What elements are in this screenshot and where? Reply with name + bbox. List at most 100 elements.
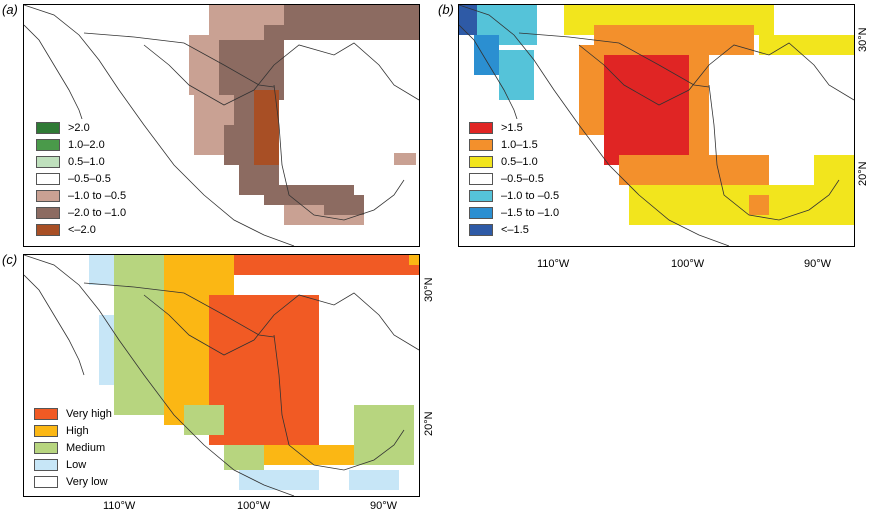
baja-peninsula (24, 274, 85, 376)
gulf-coastline (578, 42, 854, 106)
legend-swatch (34, 458, 58, 471)
legend-label: –0.5–0.5 (68, 172, 111, 185)
legend-label: Low (66, 458, 87, 471)
gulf-of-mexico-coast (273, 84, 405, 221)
grid-cell (224, 445, 264, 470)
legend-label: 0.5–1.0 (68, 155, 105, 168)
legend-label: <–1.5 (501, 223, 529, 236)
grid-cell (349, 470, 399, 490)
grid-cell (474, 35, 499, 75)
coastline-a (24, 5, 419, 246)
legend-swatch (469, 155, 493, 168)
gulf-coastline (143, 292, 419, 356)
grid-cell (264, 25, 419, 40)
legend-swatch (469, 206, 493, 219)
legend-label: –1.5 to –1.0 (501, 206, 560, 219)
grid-cell (759, 35, 854, 55)
grid-cell (629, 185, 849, 225)
map-c-svg (24, 255, 419, 496)
grid-cell (264, 445, 354, 465)
grid-cell (354, 405, 414, 465)
grid-cell (184, 405, 224, 435)
grid-cell (284, 5, 419, 25)
legend-item: >2.0 (36, 119, 126, 136)
gulf-of-mexico-coast (273, 334, 405, 471)
legend-swatch (34, 407, 58, 420)
legend-label: 1.0–1.5 (501, 138, 538, 151)
gulf-coastline (143, 42, 419, 106)
us-mexico-border (83, 32, 275, 88)
grid-cell (394, 153, 416, 165)
legend-swatch (34, 475, 58, 488)
legend-item: –1.5 to –1.0 (469, 204, 559, 221)
legend-item: 1.0–2.0 (36, 136, 126, 153)
legend-label: 1.0–2.0 (68, 138, 105, 151)
legend-label: –1.0 to –0.5 (501, 189, 560, 202)
legend-item: High (34, 422, 112, 439)
legend-b: >1.5 1.0–1.5 0.5–1.0 –0.5–0.5 –1.0 to –0.5 –1… (469, 119, 560, 238)
legend-item: 1.0–1.5 (469, 136, 559, 153)
legend-swatch (469, 189, 493, 202)
legend-item: 0.5–1.0 (469, 153, 559, 170)
lat-label-b-20n: 20°N (857, 161, 869, 186)
grid-cell (814, 155, 854, 225)
legend-swatch (36, 172, 60, 185)
legend-swatch (469, 121, 493, 134)
map-b-svg (459, 5, 854, 246)
mexico-pacific-coast (459, 5, 730, 246)
legend-label: >2.0 (68, 121, 90, 134)
legend-swatch (34, 441, 58, 454)
grid-cell (99, 315, 114, 385)
map-panel-c: Very high High Medium Low Very low (23, 254, 420, 497)
lon-label-c-110w: 110°W (103, 500, 136, 512)
grid-cell (499, 50, 534, 100)
grid-cell (604, 55, 689, 165)
grid-cell (114, 255, 164, 415)
legend-label: Medium (66, 441, 106, 454)
legend-label: >1.5 (501, 121, 523, 134)
legend-item: –1.0 to –0.5 (469, 187, 559, 204)
legend-label: –2.0 to –1.0 (68, 206, 127, 219)
legend-swatch (36, 206, 60, 219)
grid-cell (324, 195, 364, 215)
legend-item: Very high (34, 405, 112, 422)
lon-label-b-90w: 90°W (804, 258, 832, 270)
legend-item: –0.5–0.5 (469, 170, 559, 187)
lat-label-c-30n: 30°N (423, 277, 435, 302)
legend-a: >2.0 1.0–2.0 0.5–1.0 –0.5–0.5 –1.0 to –0.5 –2… (36, 119, 127, 238)
mexico-pacific-coast (24, 255, 295, 496)
grid-cell (619, 155, 769, 185)
us-mexico-border (518, 32, 710, 88)
grid-cell (459, 5, 477, 35)
legend-item: –0.5–0.5 (36, 170, 126, 187)
legend-swatch (469, 223, 493, 236)
legend-item: >1.5 (469, 119, 559, 136)
anomaly-grid-b (459, 5, 854, 225)
legend-label: –1.0 to –0.5 (68, 189, 127, 202)
lon-label-c-90w: 90°W (370, 500, 398, 512)
legend-item: Very low (34, 473, 112, 490)
legend-item: Medium (34, 439, 112, 456)
legend-item: Low (34, 456, 112, 473)
gulf-of-mexico-coast (708, 84, 840, 221)
legend-label: Very low (66, 475, 108, 488)
legend-label: –0.5–0.5 (501, 172, 544, 185)
grid-cell (224, 125, 254, 165)
legend-c: Very high High Medium Low Very low (34, 405, 112, 490)
legend-label: Very high (66, 407, 112, 420)
grid-cell (239, 470, 319, 490)
anomaly-grid-a (189, 5, 419, 225)
baja-peninsula (459, 24, 520, 126)
map-a-svg (24, 5, 419, 246)
grid-cell (264, 40, 284, 100)
panel-c-label: (c) (2, 252, 18, 267)
grid-cell (189, 35, 219, 95)
lat-label-c-20n: 20°N (423, 411, 435, 436)
grid-cell (209, 295, 319, 445)
risk-grid-c (89, 255, 419, 490)
grid-cell (749, 195, 769, 215)
baja-peninsula (24, 24, 85, 126)
map-panel-a: >2.0 1.0–2.0 0.5–1.0 –0.5–0.5 –1.0 to –0.5 –2… (23, 4, 420, 247)
legend-swatch (36, 121, 60, 134)
grid-cell (254, 90, 279, 165)
